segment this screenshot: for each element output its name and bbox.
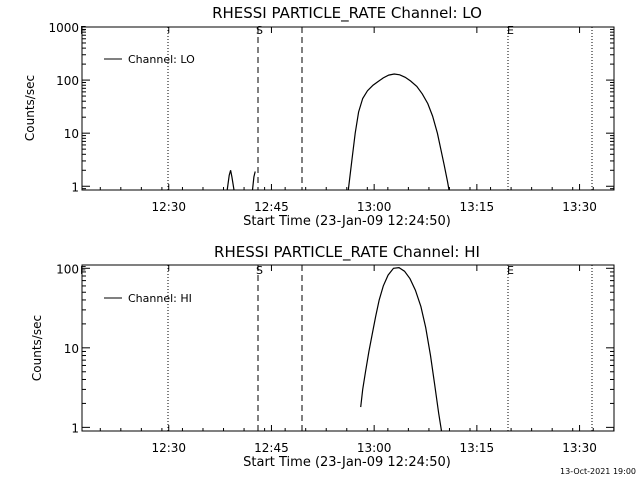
y-tick-label: 100 (56, 74, 79, 88)
y-axis-label: Counts/sec (23, 75, 37, 141)
marker-e: E (507, 24, 514, 37)
y-ticks: 1 10 100 1000 (48, 21, 614, 194)
footer-timestamp: 13-Oct-2021 19:00 (560, 467, 636, 476)
legend: Channel: HI (104, 292, 192, 305)
chart-panel-lo: RHESSI PARTICLE_RATE Channel: LO Counts/… (23, 4, 615, 229)
series-lines (360, 266, 443, 432)
plot-frame (81, 26, 615, 191)
time-markers (167, 27, 593, 190)
x-tick-label: 12:45 (254, 200, 289, 214)
x-tick-label: 13:15 (460, 200, 495, 214)
y-tick-label: 10 (64, 127, 79, 141)
x-ticks: 12:30 12:45 13:00 13:15 13:30 (99, 265, 615, 455)
time-markers (167, 265, 593, 431)
x-tick-label: 13:00 (357, 441, 392, 455)
y-tick-label: 1 (71, 180, 79, 194)
x-tick-label: 12:45 (254, 441, 289, 455)
legend: Channel: LO (104, 53, 195, 66)
series-line (360, 266, 443, 432)
marker-f: F (80, 264, 86, 277)
x-tick-label: 12:30 (151, 441, 186, 455)
chart-title: RHESSI PARTICLE_RATE Channel: LO (212, 4, 482, 23)
x-tick-label: 13:00 (357, 200, 392, 214)
y-tick-label: 1000 (48, 21, 79, 35)
x-axis-label: Start Time (23-Jan-09 12:24:50) (243, 455, 451, 470)
series-line (347, 73, 450, 191)
y-tick-label: 10 (64, 342, 79, 356)
marker-f: F (80, 24, 86, 37)
legend-entry: Channel: HI (128, 292, 192, 305)
legend-entry: Channel: LO (128, 53, 195, 66)
x-tick-label: 13:30 (562, 441, 597, 455)
series-lines (226, 73, 450, 191)
y-tick-label: 100 (56, 262, 79, 276)
chart-panel-hi: RHESSI PARTICLE_RATE Channel: HI Counts/… (30, 243, 615, 470)
x-ticks: 12:30 12:45 13:00 13:15 13:30 (99, 27, 615, 214)
marker-s: S (256, 264, 263, 277)
x-tick-label: 13:30 (562, 200, 597, 214)
x-tick-label: 12:30 (151, 200, 186, 214)
series-line (251, 171, 256, 191)
marker-e: E (507, 264, 514, 277)
y-tick-label: 1 (71, 421, 79, 435)
y-ticks: 1 10 100 (56, 262, 614, 435)
marker-s: S (256, 24, 263, 37)
x-tick-label: 13:15 (460, 441, 495, 455)
y-axis-label: Counts/sec (30, 315, 44, 381)
x-axis-label: Start Time (23-Jan-09 12:24:50) (243, 214, 451, 229)
chart-title: RHESSI PARTICLE_RATE Channel: HI (214, 243, 480, 262)
series-line (226, 170, 235, 191)
